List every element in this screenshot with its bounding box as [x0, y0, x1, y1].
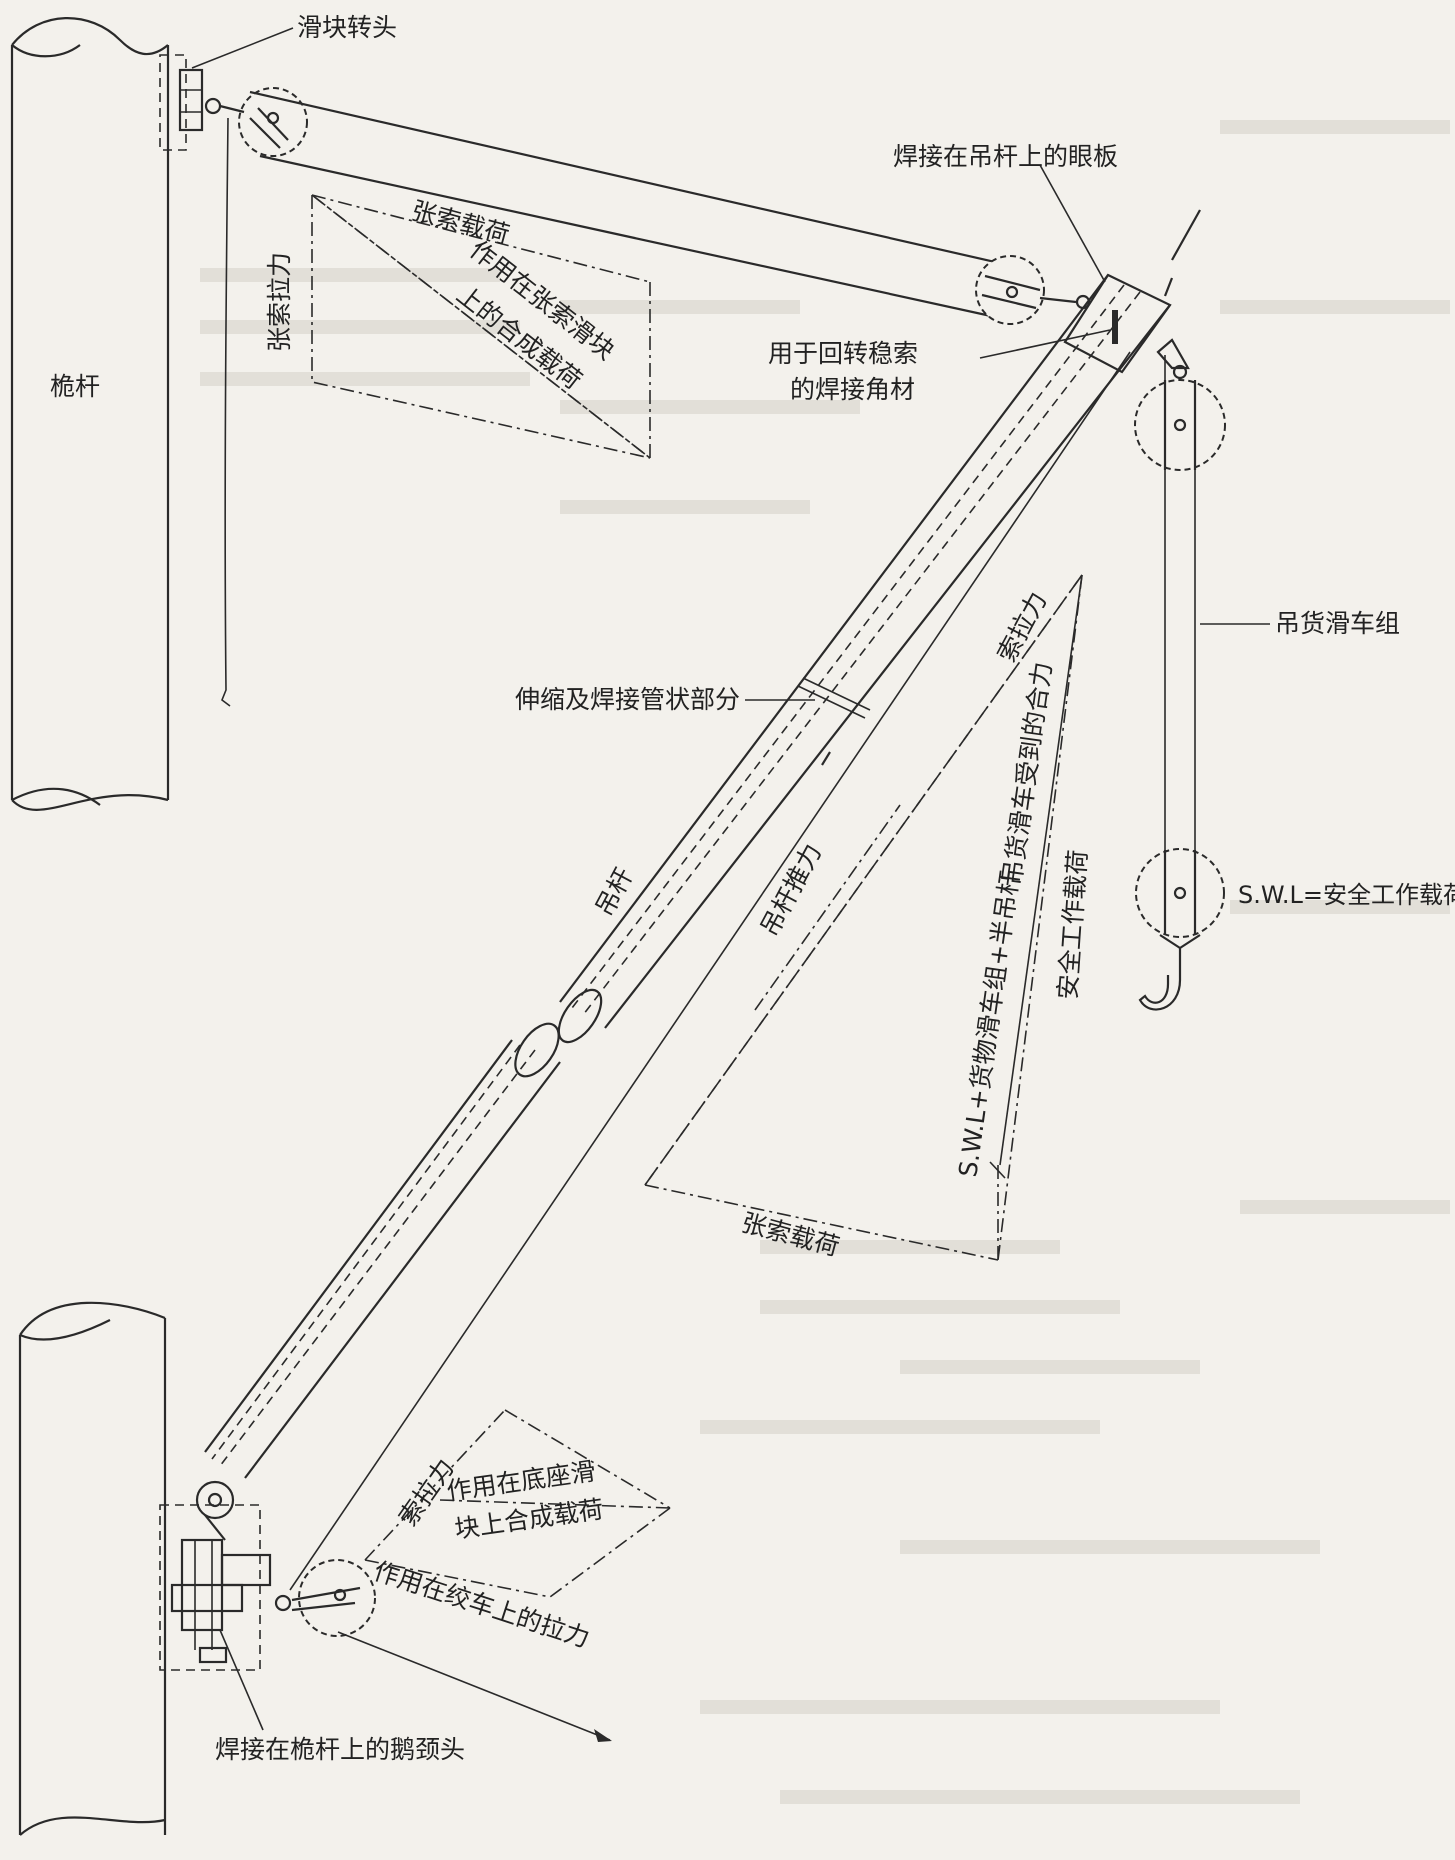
background-noise: [200, 120, 1450, 1804]
upper-mast: [10, 17, 170, 811]
topping-lift-upper-pulley: [975, 255, 1091, 325]
boom-label: 吊杆: [590, 863, 639, 921]
gooseneck-label: 焊接在桅杆上的鹅颈头: [215, 1735, 465, 1764]
swl-label: S.W.L=安全工作载荷: [1238, 881, 1455, 909]
mast-label: 桅杆: [50, 372, 100, 401]
telescopic-label: 伸缩及焊接管状部分: [515, 685, 740, 714]
top-tri-tension-label: 张索拉力: [265, 252, 294, 352]
big-tri-fall-tension-label: 索拉力: [992, 587, 1053, 667]
cargo-block-lower: [1135, 848, 1225, 1011]
slide-swivel: [159, 54, 222, 151]
cargo-block-upper: [1134, 338, 1226, 471]
leader-lines: [191, 27, 1270, 1731]
vang-angle-label-2: 的焊接角材: [790, 375, 915, 404]
eye-plate-label: 焊接在吊杆上的眼板: [893, 142, 1118, 171]
topping-lift-wires: [221, 90, 1031, 707]
boom-upper: [557, 209, 1201, 1044]
vang-angle-label-1: 用于回转稳索: [768, 339, 918, 368]
winch-pull-label: 作用在绞车上的拉力: [370, 1556, 593, 1653]
topping-lift-lower-pulley: [219, 87, 308, 157]
big-tri-swl-label: 安全工作载荷: [1053, 849, 1092, 1001]
heel-block: [291, 1559, 612, 1742]
gooseneck: [159, 1504, 292, 1671]
slide-swivel-label: 滑块转头: [297, 13, 397, 42]
cargo-block-label: 吊货滑车组: [1275, 609, 1400, 638]
boom-lower: [195, 1022, 561, 1520]
top-tri-load-label: 张索载荷: [408, 196, 512, 250]
lower-mast: [18, 1301, 167, 1836]
bottom-force-triangle: 索拉力 作用在底座滑 块上合成载荷 作用在绞车上的拉力: [364, 1409, 671, 1653]
big-force-triangle: 索拉力 吊货滑车受到的合力 安全工作载荷 S.W.L+货物滑车组+半吊杆 张索载…: [590, 574, 1092, 1262]
